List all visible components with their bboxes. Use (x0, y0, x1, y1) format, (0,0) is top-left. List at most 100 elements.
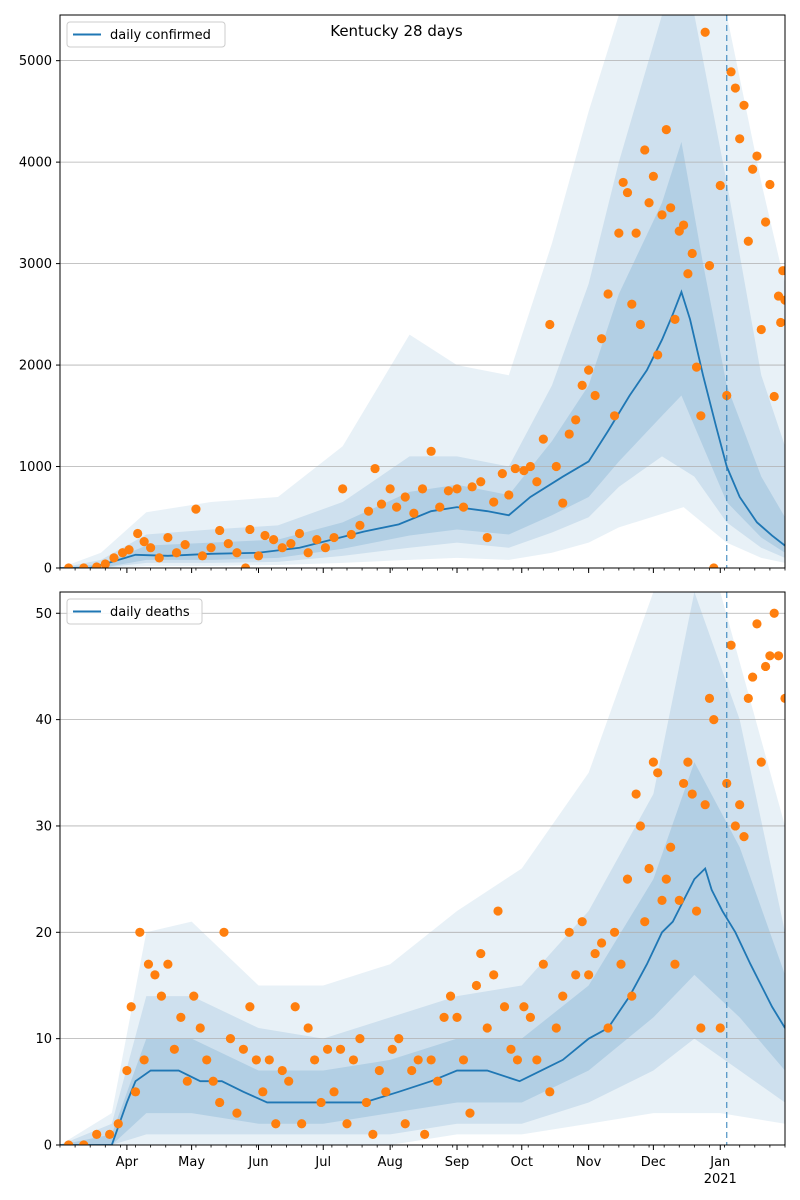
data-point (400, 1119, 410, 1129)
data-point (564, 927, 574, 937)
x-tick-label: Jun (247, 1155, 268, 1170)
data-point (394, 1034, 404, 1044)
data-point (644, 198, 654, 208)
data-point (376, 499, 387, 509)
data-point (657, 210, 667, 220)
data-point (322, 1044, 333, 1054)
data-point (471, 980, 482, 991)
data-point (452, 484, 462, 494)
data-point (338, 484, 348, 494)
data-point (558, 991, 568, 1001)
plot-area (60, 15, 785, 568)
data-point (752, 619, 762, 629)
data-point (182, 1076, 192, 1086)
data-point (506, 1044, 516, 1054)
data-point (631, 789, 641, 799)
data-point (545, 1087, 555, 1097)
data-point (687, 789, 697, 799)
data-point (271, 1119, 281, 1129)
chart-title: Kentucky 28 days (330, 22, 463, 40)
data-point (743, 236, 753, 246)
data-point (329, 1087, 339, 1097)
data-point (489, 497, 499, 507)
data-point (458, 1055, 469, 1065)
data-point (370, 463, 380, 474)
x-tick-label: Dec (641, 1155, 666, 1170)
data-point (163, 959, 173, 969)
data-point (584, 970, 594, 980)
data-point (512, 1055, 523, 1065)
data-point (433, 1076, 443, 1086)
x-tick-sublabel: 2021 (704, 1172, 737, 1187)
data-point (208, 1076, 218, 1086)
legend-box (66, 21, 226, 48)
data-point (348, 1055, 359, 1065)
data-point (504, 490, 514, 500)
data-point (297, 1119, 307, 1129)
data-point (670, 314, 680, 325)
data-point (558, 498, 568, 508)
data-point (584, 365, 594, 375)
data-point (635, 821, 646, 831)
data-point (489, 970, 499, 980)
data-point (476, 477, 486, 487)
data-point (551, 1023, 561, 1033)
data-point (627, 991, 637, 1001)
data-point (644, 863, 654, 874)
data-point (245, 1002, 255, 1012)
data-point (756, 757, 766, 767)
data-point (139, 537, 149, 547)
data-point (773, 651, 784, 661)
data-point (653, 768, 663, 778)
data-point (752, 151, 762, 161)
band-middle (60, 15, 785, 568)
data-point (64, 1140, 74, 1145)
data-point (113, 1119, 123, 1129)
data-point (342, 1119, 352, 1129)
data-point (683, 757, 693, 767)
data-point (609, 411, 620, 421)
data-point (696, 411, 706, 421)
data-point (596, 334, 607, 344)
data-point (238, 1044, 249, 1054)
y-tick-label: 10 (35, 1032, 52, 1047)
data-point (294, 528, 305, 539)
data-point (700, 27, 710, 37)
data-point (219, 927, 229, 937)
data-point (709, 563, 719, 568)
data-point (420, 1129, 430, 1139)
data-point (715, 180, 725, 191)
data-point (748, 164, 758, 174)
data-point (189, 991, 199, 1001)
y-tick-label: 30 (35, 819, 52, 834)
data-point (381, 1087, 391, 1097)
data-point (426, 446, 436, 456)
y-tick-label: 5000 (19, 54, 52, 69)
data-point (577, 917, 587, 927)
data-point (124, 545, 134, 555)
data-point (368, 1129, 378, 1139)
data-point (284, 1076, 294, 1086)
data-point (596, 938, 607, 948)
data-point (169, 1044, 179, 1054)
data-point (251, 1055, 261, 1065)
data-point (465, 1108, 475, 1118)
data-point (232, 1108, 242, 1118)
data-point (439, 1012, 449, 1022)
data-point (653, 350, 663, 360)
data-point (150, 970, 160, 980)
data-point (730, 83, 740, 93)
data-point (715, 1023, 725, 1033)
data-point (760, 661, 771, 672)
data-point (640, 917, 650, 927)
data-point (303, 1023, 313, 1033)
data-point (264, 1055, 274, 1065)
data-point (400, 492, 410, 502)
data-point (730, 821, 740, 831)
data-point (678, 778, 689, 789)
data-point (320, 543, 331, 553)
data-point (163, 532, 173, 543)
data-point (253, 551, 264, 561)
data-point (538, 434, 548, 444)
